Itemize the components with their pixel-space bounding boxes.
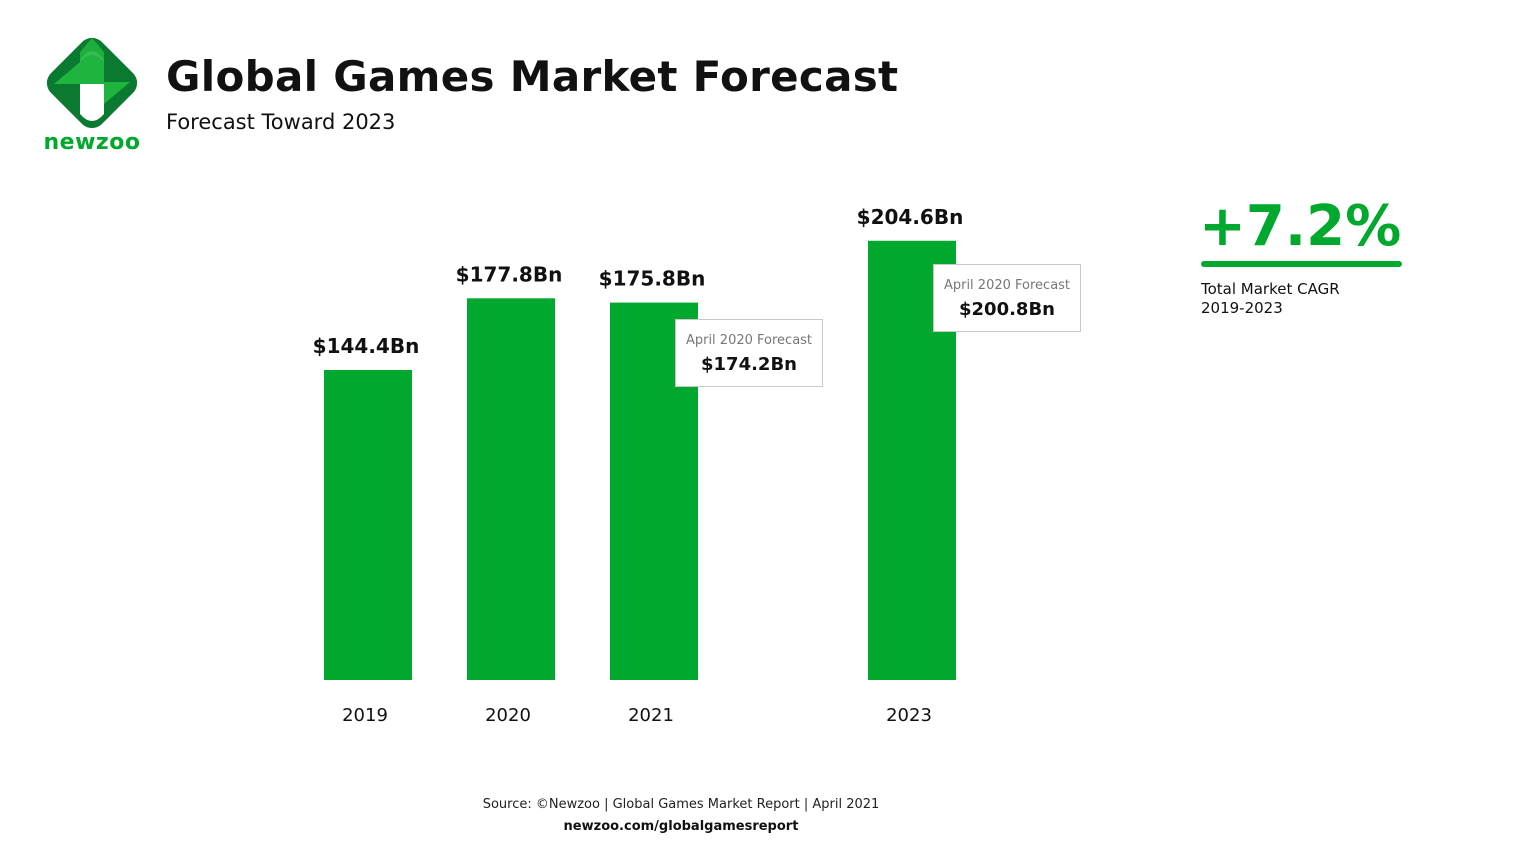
- callout-value: $200.8Bn: [959, 298, 1055, 320]
- cagr-label: Total Market CAGR 2019-2023: [1201, 280, 1340, 318]
- data-label-2019: $144.4Bn: [313, 334, 420, 358]
- x-tick-label-2019: 2019: [342, 705, 388, 726]
- cagr-label-line1: Total Market CAGR: [1201, 280, 1340, 298]
- data-label-2023: $204.6Bn: [857, 205, 964, 229]
- source-url[interactable]: newzoo.com/globalgamesreport: [563, 819, 799, 834]
- chart-title: Global Games Market Forecast: [166, 52, 899, 101]
- callout-label: April 2020 Forecast: [685, 332, 813, 348]
- bar-2020: [467, 298, 555, 680]
- callout-label: April 2020 Forecast: [943, 277, 1071, 293]
- cagr-label-line2: 2019-2023: [1201, 299, 1283, 317]
- newzoo-logo-icon: [46, 37, 138, 129]
- data-label-2021: $175.8Bn: [599, 267, 706, 291]
- logo-text: newzoo: [43, 130, 141, 155]
- x-tick-label-2021: 2021: [628, 705, 674, 726]
- cagr-underline: [1201, 261, 1402, 267]
- forecast-callout-2023: April 2020 Forecast $200.8Bn: [933, 263, 1081, 332]
- source-text: Source: ©Newzoo | Global Games Market Re…: [482, 797, 880, 812]
- callout-value: $174.2Bn: [701, 353, 797, 375]
- cagr-value: +7.2%: [1199, 194, 1402, 259]
- forecast-callout-2021: April 2020 Forecast $174.2Bn: [675, 318, 823, 387]
- data-label-2020: $177.8Bn: [456, 262, 563, 286]
- chart-subtitle: Forecast Toward 2023: [166, 110, 396, 134]
- bar-2019: [324, 370, 412, 680]
- x-tick-label-2023: 2023: [886, 705, 932, 726]
- x-tick-label-2020: 2020: [485, 705, 531, 726]
